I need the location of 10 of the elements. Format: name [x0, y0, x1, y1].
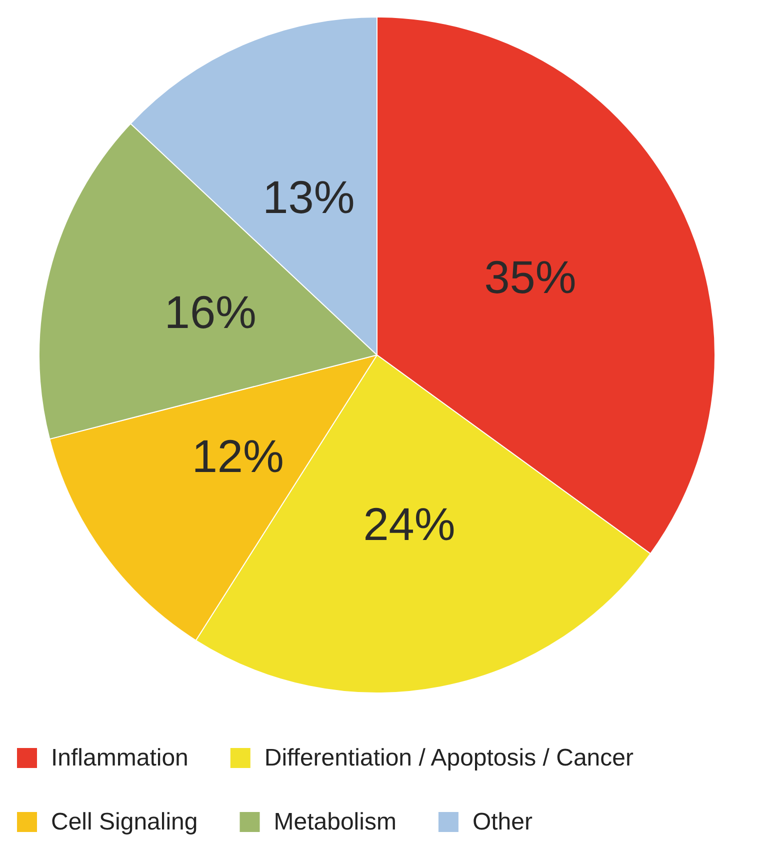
legend-label: Other: [472, 808, 532, 836]
legend-label: Metabolism: [274, 808, 396, 836]
legend-label: Inflammation: [51, 744, 188, 772]
legend-label: Cell Signaling: [51, 808, 198, 836]
data-label: 24%: [363, 498, 456, 550]
data-label: 16%: [164, 286, 256, 338]
legend-label: Differentiation / Apoptosis / Cancer: [264, 744, 634, 772]
data-label: 35%: [484, 250, 576, 303]
data-label: 13%: [262, 171, 355, 224]
data-label: 12%: [192, 430, 284, 482]
